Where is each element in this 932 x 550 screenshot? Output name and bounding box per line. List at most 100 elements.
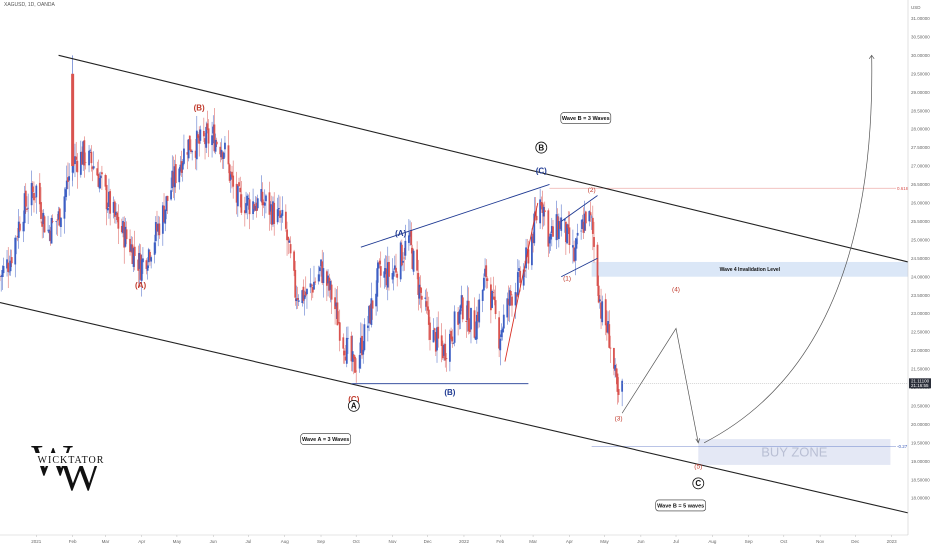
wave-label: (5) bbox=[694, 464, 702, 471]
candle-body bbox=[535, 215, 538, 221]
candle-body bbox=[388, 261, 390, 277]
candle-body bbox=[424, 297, 427, 299]
candle-body bbox=[15, 238, 18, 240]
candle-body bbox=[23, 193, 26, 224]
fib-layer: 0.618 -0.27 bbox=[549, 186, 909, 449]
candle-body bbox=[516, 272, 519, 296]
candle-body bbox=[207, 128, 210, 144]
candle-body bbox=[2, 265, 5, 274]
candle-body bbox=[604, 299, 607, 326]
wave-label: (1) bbox=[563, 275, 571, 282]
candle-body bbox=[279, 210, 281, 218]
candle-body bbox=[67, 177, 69, 183]
trendlines-layer bbox=[0, 54, 909, 514]
x-tick-label: Nov bbox=[388, 539, 397, 544]
candle-body bbox=[214, 139, 217, 152]
candle-body bbox=[120, 225, 123, 233]
candle-body bbox=[219, 146, 222, 155]
candle-body bbox=[57, 211, 60, 220]
candle-body bbox=[416, 249, 418, 271]
candle-body bbox=[166, 195, 169, 201]
candle-body bbox=[427, 309, 430, 325]
symbol-header: XAGUSD, 1D, OANDA bbox=[4, 2, 55, 8]
candle-body bbox=[593, 237, 595, 247]
candle-body bbox=[617, 389, 620, 395]
candle-body bbox=[198, 135, 201, 144]
logo-band bbox=[34, 453, 108, 466]
x-tick-label: Sep bbox=[317, 539, 326, 544]
candle-body bbox=[108, 191, 110, 208]
candle-body bbox=[247, 197, 250, 200]
candle-body bbox=[68, 176, 71, 181]
candle-body bbox=[473, 310, 476, 338]
candle-body bbox=[8, 271, 11, 273]
candle-body bbox=[399, 242, 402, 280]
candle-body bbox=[400, 244, 403, 266]
candle-body bbox=[163, 205, 165, 223]
candle-body bbox=[122, 220, 124, 234]
projection-path bbox=[621, 327, 699, 443]
candle-body bbox=[129, 238, 131, 253]
candle-body bbox=[318, 267, 321, 272]
candle-body bbox=[48, 229, 51, 234]
candle-body bbox=[548, 236, 551, 244]
candle-body bbox=[104, 174, 107, 187]
candle-body bbox=[297, 300, 300, 302]
candle-body bbox=[411, 247, 414, 269]
candle-body bbox=[309, 283, 312, 288]
candle-body bbox=[245, 203, 247, 213]
candle-body bbox=[10, 257, 13, 264]
candle-body bbox=[518, 268, 520, 272]
candle-body bbox=[98, 178, 101, 189]
candle-body bbox=[327, 275, 329, 284]
candle-body bbox=[359, 337, 362, 354]
y-tick-label: 22.50000 bbox=[911, 330, 930, 335]
candle-body bbox=[146, 265, 149, 271]
y-tick-label: 19.00000 bbox=[911, 459, 930, 464]
candle-body bbox=[614, 364, 616, 371]
candle-body bbox=[40, 202, 42, 219]
y-tick-label: 22.00000 bbox=[911, 348, 930, 353]
y-tick-label: 24.50000 bbox=[911, 256, 930, 261]
candle-body bbox=[281, 209, 284, 216]
red-impulse-line bbox=[504, 202, 539, 362]
candle-body bbox=[138, 253, 141, 269]
candle-body bbox=[335, 302, 338, 307]
candle-body bbox=[451, 336, 454, 342]
candle-body bbox=[607, 321, 609, 333]
candle-body bbox=[265, 195, 267, 202]
candle-body bbox=[262, 202, 265, 206]
candle-body bbox=[277, 208, 280, 210]
candle-body bbox=[304, 291, 307, 296]
candle-body bbox=[500, 330, 503, 338]
y-tick-label: 18.50000 bbox=[911, 477, 930, 482]
candle-body bbox=[580, 230, 583, 232]
candle-body bbox=[123, 222, 126, 248]
candle-body bbox=[509, 291, 512, 296]
wedge-bottom-line bbox=[560, 257, 598, 278]
candle-body bbox=[76, 160, 79, 173]
y-tick-label: 29.00000 bbox=[911, 90, 930, 95]
candle-body bbox=[515, 294, 518, 297]
y-tick-label: 30.50000 bbox=[911, 34, 930, 39]
candle-body bbox=[485, 265, 488, 278]
candle-body bbox=[248, 199, 251, 215]
candle-body bbox=[280, 215, 283, 218]
candle-body bbox=[453, 311, 456, 343]
candle-body bbox=[212, 126, 215, 134]
candle-body bbox=[22, 221, 25, 232]
candle-body bbox=[330, 284, 333, 300]
circle-label-ring bbox=[347, 399, 360, 412]
candle-body bbox=[532, 233, 534, 243]
candle-body bbox=[157, 223, 160, 232]
x-tick-label: Feb bbox=[496, 539, 504, 544]
candle-body bbox=[552, 226, 554, 237]
candle-body bbox=[255, 202, 258, 211]
candle-body bbox=[404, 240, 407, 256]
candle-body bbox=[492, 292, 495, 293]
candle-body bbox=[448, 333, 451, 362]
candle-body bbox=[206, 123, 209, 130]
x-tick-label: Aug bbox=[281, 539, 290, 544]
candle-body bbox=[288, 240, 291, 243]
